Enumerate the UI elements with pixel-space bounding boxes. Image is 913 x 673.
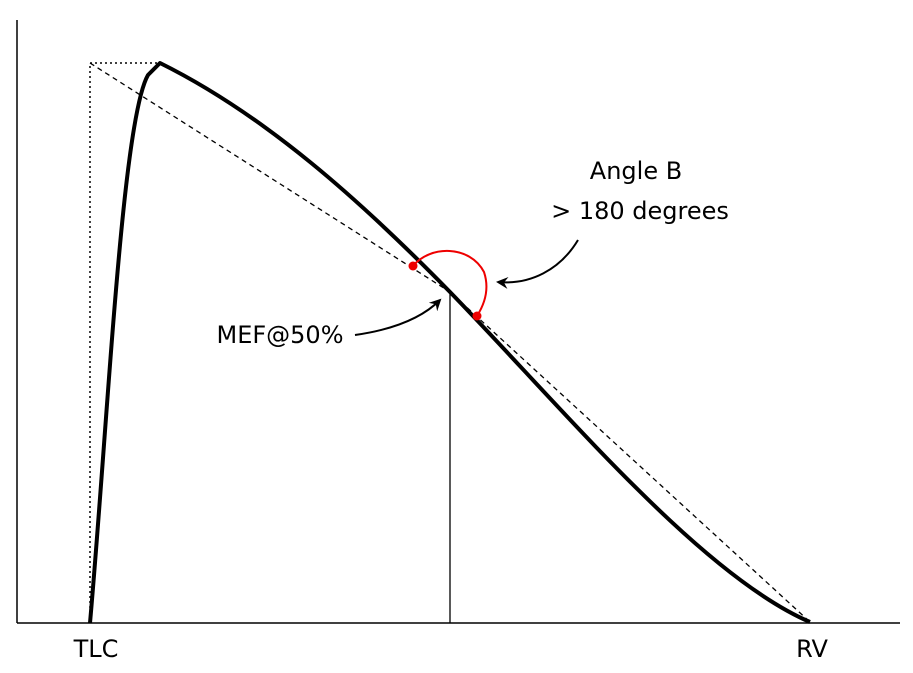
angle-title: Angle B [590,157,682,185]
mef-arrow [354,298,442,336]
flow-volume-curve [88,61,811,624]
tlc-label: TLC [73,635,119,663]
angle-point [408,261,418,271]
angle-note: > 180 degrees [551,197,729,225]
dotted-guide [89,62,160,623]
angle-arrow [496,239,579,289]
angle-point [472,311,482,321]
mef-label: MEF@50% [216,321,343,349]
rv-label: RV [796,635,828,663]
angle-arc [412,250,488,317]
